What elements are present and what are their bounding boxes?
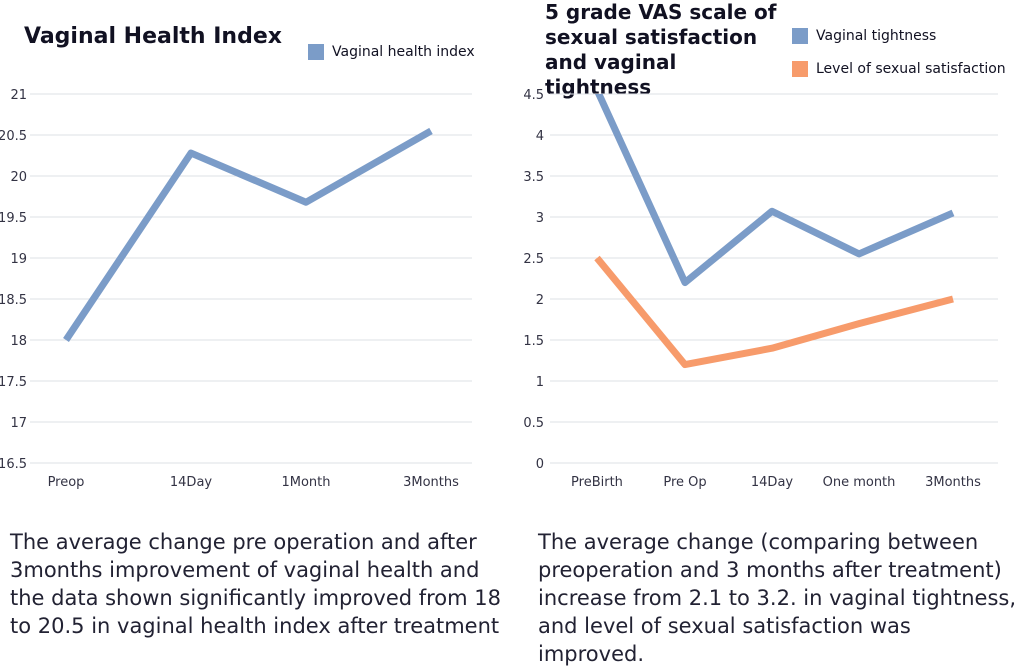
- y-tick-label: 4: [536, 129, 544, 144]
- y-tick-label: 21: [10, 88, 27, 103]
- y-tick-label: 2: [536, 293, 544, 308]
- y-tick-label: 0: [536, 457, 544, 472]
- x-tick-label: One month: [823, 475, 896, 490]
- legend-label-satisfaction: Level of sexual satisfaction: [816, 61, 1006, 77]
- y-tick-label: 3: [536, 211, 544, 226]
- series-line-vaginal-health-index: [63, 127, 433, 342]
- x-tick-label: 3Months: [925, 475, 981, 490]
- series-line-level-of-sexual-satisfaction: [594, 255, 954, 369]
- y-tick-label: 17.5: [0, 375, 27, 390]
- y-tick-label: 4.5: [523, 88, 544, 103]
- x-tick-label: Pre Op: [663, 475, 706, 490]
- x-tick-label: PreBirth: [571, 475, 623, 490]
- left-caption: The average change pre operation and aft…: [10, 530, 502, 638]
- right-legend-satisfaction: Level of sexual satisfaction: [792, 61, 1006, 77]
- y-tick-label: 20: [10, 170, 27, 185]
- y-tick-label: 19: [10, 252, 27, 267]
- y-tick-label: 18: [10, 334, 27, 349]
- legend-swatch-vaginal-health: [308, 44, 324, 60]
- x-tick-label: 3Months: [403, 475, 459, 490]
- legend-swatch-tightness: [792, 28, 808, 44]
- y-tick-label: 19.5: [0, 211, 27, 226]
- x-tick-label: 14Day: [170, 475, 213, 490]
- x-tick-label: 14Day: [751, 475, 794, 490]
- y-tick-label: 1: [536, 375, 544, 390]
- y-tick-label: 17: [10, 416, 27, 431]
- y-tick-label: 18.5: [0, 293, 27, 308]
- right-legend-tightness: Vaginal tightness: [792, 28, 936, 44]
- series-line-vaginal-tightness: [595, 94, 955, 287]
- y-tick-label: 0.5: [523, 416, 544, 431]
- x-tick-label: 1Month: [281, 475, 330, 490]
- left-chart-title: Vaginal Health Index: [24, 24, 282, 49]
- legend-label-vaginal-health: Vaginal health index: [332, 44, 475, 60]
- left-legend: Vaginal health index: [308, 44, 475, 60]
- legend-label-tightness: Vaginal tightness: [816, 28, 937, 44]
- right-caption: The average change (comparing between pr…: [538, 530, 1017, 666]
- y-tick-label: 1.5: [523, 334, 544, 349]
- y-tick-label: 3.5: [523, 170, 544, 185]
- legend-swatch-satisfaction: [792, 61, 808, 77]
- y-tick-label: 2.5: [523, 252, 544, 267]
- y-tick-label: 20.5: [0, 129, 27, 144]
- y-tick-label: 16.5: [0, 457, 27, 472]
- x-tick-label: Preop: [48, 475, 85, 490]
